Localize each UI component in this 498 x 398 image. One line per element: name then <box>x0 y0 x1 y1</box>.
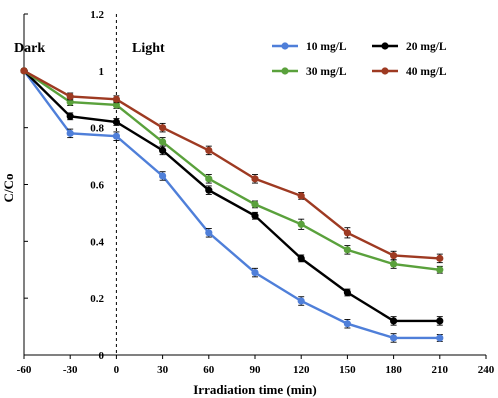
data-point <box>390 251 398 260</box>
y-tick-label: 0 <box>99 350 105 362</box>
x-tick-label: 120 <box>293 364 310 376</box>
data-point <box>205 229 213 237</box>
data-point <box>66 129 74 137</box>
legend: 10 mg/L 20 mg/L 30 mg/L 40 mg/L <box>272 41 447 78</box>
data-point <box>251 175 259 183</box>
data-point <box>112 101 120 109</box>
data-point <box>112 118 120 126</box>
y-tick-label: 0.6 <box>90 180 104 192</box>
data-point <box>297 297 305 305</box>
data-point <box>205 175 213 183</box>
data-point <box>343 229 351 237</box>
data-point <box>112 132 120 140</box>
x-tick-label: 60 <box>203 364 215 376</box>
legend-swatch-marker <box>281 42 289 50</box>
legend-label: 10 mg/L <box>306 41 347 53</box>
legend-swatch-marker <box>381 67 389 75</box>
data-point <box>159 124 167 132</box>
tick-labels: -60 -30 0 30 60 90 120 150 180 210 240 0 0.2 0.4 0.6 0.… <box>17 9 495 376</box>
series-line <box>23 69 440 271</box>
x-tick-label: 0 <box>114 364 120 376</box>
x-tick-label: 90 <box>250 364 262 376</box>
series-4 <box>20 67 444 264</box>
x-axis-title: Irradiation time (min) <box>193 382 316 397</box>
series-line <box>23 69 440 323</box>
y-tick-label: 0.4 <box>90 236 104 248</box>
y-axis-title: C/Co <box>1 174 16 203</box>
data-point <box>436 317 444 325</box>
data-point <box>251 268 259 277</box>
data-point <box>159 172 167 180</box>
region-label-light: Light <box>132 41 165 56</box>
x-tick-label: 150 <box>339 364 356 376</box>
x-tick-label: 210 <box>432 364 449 376</box>
legend-swatch-marker <box>381 42 389 50</box>
x-tick-label: -60 <box>17 364 32 376</box>
x-tick-label: -30 <box>63 364 78 376</box>
legend-label: 30 mg/L <box>306 66 347 78</box>
data-point <box>66 98 74 106</box>
data-point <box>390 317 398 325</box>
data-point <box>297 254 305 262</box>
data-point <box>159 138 167 146</box>
y-tick-label: 0.8 <box>90 123 104 135</box>
legend-item: 40 mg/L <box>372 66 447 78</box>
x-tick-label: 240 <box>478 364 495 376</box>
data-point <box>159 146 167 154</box>
x-tick-label: 180 <box>385 364 402 376</box>
data-point <box>390 260 398 268</box>
legend-label: 20 mg/L <box>406 41 447 53</box>
data-point <box>343 246 351 254</box>
legend-item: 20 mg/L <box>372 41 447 53</box>
data-point <box>205 146 213 154</box>
region-label-dark: Dark <box>14 41 45 56</box>
data-point <box>66 92 74 101</box>
data-point <box>251 212 259 220</box>
series-line <box>23 69 440 260</box>
x-tick-label: 30 <box>157 364 169 376</box>
series-line <box>23 70 440 340</box>
data-series <box>20 67 444 343</box>
data-point <box>390 334 398 342</box>
data-point <box>66 112 74 120</box>
data-point <box>297 192 305 200</box>
series-2 <box>20 67 444 326</box>
data-point <box>343 320 351 328</box>
data-point <box>112 95 120 103</box>
data-point <box>343 288 351 297</box>
data-point <box>251 200 259 208</box>
data-point <box>436 334 444 342</box>
y-tick-label: 0.2 <box>90 293 104 305</box>
data-point <box>205 186 213 194</box>
data-point <box>436 266 444 274</box>
data-point <box>297 220 305 228</box>
legend-item: 10 mg/L <box>272 41 347 53</box>
legend-swatch-marker <box>281 67 289 75</box>
y-tick-label: 1 <box>99 66 105 78</box>
y-tick-label: 1.2 <box>90 9 104 21</box>
data-point <box>20 67 28 75</box>
legend-label: 40 mg/L <box>406 66 447 78</box>
legend-item: 30 mg/L <box>272 66 347 78</box>
series-1 <box>20 67 444 343</box>
data-point <box>436 254 444 262</box>
